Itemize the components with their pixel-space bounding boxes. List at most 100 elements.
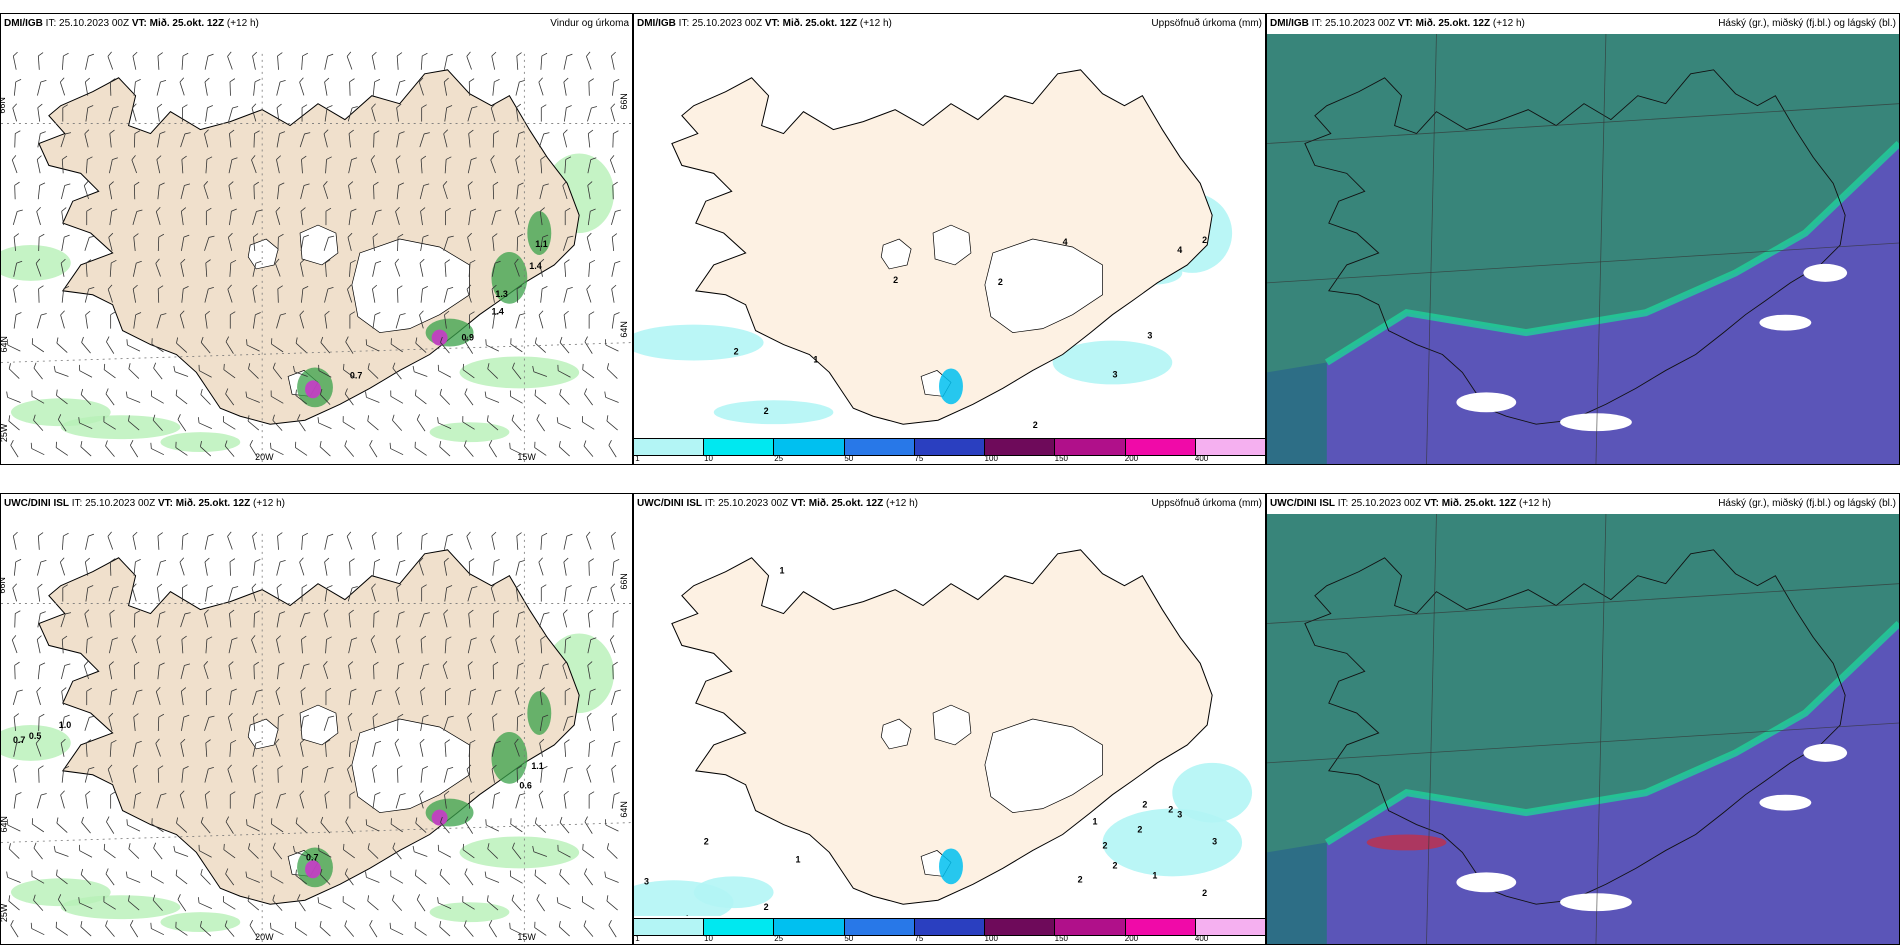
wind-barb	[466, 531, 472, 550]
colorbar-tick-label: 100	[984, 934, 998, 943]
wind-barb	[35, 258, 42, 277]
wind-barb	[540, 532, 548, 550]
wind-barb	[60, 663, 71, 680]
accum-value: 2	[1103, 840, 1108, 850]
wind-barb	[608, 439, 617, 458]
wind-barb	[295, 817, 307, 833]
wind-barb	[85, 105, 94, 122]
clear-sky	[1803, 263, 1848, 282]
precip-area	[60, 895, 181, 920]
colorbar-tick-label: 25	[774, 934, 784, 943]
wind-barb	[586, 764, 592, 783]
wind-barb	[371, 583, 376, 602]
wind-barb	[604, 871, 619, 883]
wind-barb	[6, 819, 21, 832]
colorbar-swatch	[774, 439, 845, 455]
wind-barb	[293, 365, 308, 377]
wind-barb	[606, 415, 618, 431]
wind-barb	[540, 104, 547, 122]
wind-barb	[205, 105, 213, 122]
wind-barb	[205, 739, 211, 757]
wind-barb	[151, 338, 164, 353]
wind-barb	[13, 79, 22, 96]
wind-barb	[300, 183, 310, 200]
wind-barb	[251, 583, 257, 602]
wind-barb	[84, 286, 95, 303]
wind-barb	[396, 532, 403, 550]
panel-header: UWC/DINI ISL IT: 25.10.2023 00Z VT: Mið.…	[634, 494, 1265, 514]
wind-barb	[200, 336, 211, 354]
panel-clouds-uwc: UWC/DINI ISL IT: 25.10.2023 00Z VT: Mið.…	[1266, 493, 1900, 945]
accum-value: 2	[998, 277, 1003, 287]
wind-barb	[107, 284, 113, 303]
clear-sky	[1560, 413, 1632, 432]
wind-barb	[515, 131, 525, 148]
wind-barb	[492, 559, 500, 576]
colorbar-swatch	[914, 439, 986, 455]
wind-barb	[491, 51, 497, 70]
accum-value: 1	[795, 854, 800, 864]
wind-barb	[110, 311, 116, 329]
wind-barb	[320, 868, 331, 885]
wind-barb	[491, 209, 502, 225]
glacier	[247, 718, 279, 750]
wind-barb	[563, 766, 573, 783]
wind-barb	[370, 155, 377, 174]
wind-barb	[395, 206, 400, 225]
wind-barb	[612, 130, 619, 148]
wind-barb	[181, 635, 187, 654]
wind-barb	[12, 103, 18, 122]
wind-barb	[606, 895, 618, 911]
wind-barb	[153, 842, 163, 860]
wind-barb	[301, 104, 308, 122]
precip-area	[160, 912, 241, 933]
wind-barb	[582, 843, 595, 859]
wind-barb	[109, 157, 118, 174]
wind-barb	[468, 739, 476, 757]
precip-heavy	[431, 809, 448, 826]
wind-barb	[509, 390, 523, 404]
wind-barb	[205, 207, 212, 226]
panel-wind-precip-dmi: DMI/IGB IT: 25.10.2023 00Z VT: Mið. 25.o…	[0, 13, 633, 465]
wind-barb	[492, 181, 499, 200]
wind-barb	[468, 688, 477, 706]
wind-barb	[301, 584, 308, 602]
glacier	[984, 238, 1103, 333]
graticule	[1426, 514, 1437, 944]
wind-barb	[57, 894, 67, 912]
wind-barb	[175, 869, 188, 885]
panel-title: Uppsöfnuð úrkoma (mm)	[1151, 18, 1262, 29]
wind-barb	[271, 818, 284, 833]
wind-barb	[564, 259, 570, 277]
wind-barb	[467, 586, 478, 602]
wind-barb	[131, 155, 137, 174]
wind-barb	[372, 233, 378, 251]
wind-barb	[396, 182, 405, 200]
wind-barb	[443, 715, 454, 731]
wind-barb	[612, 79, 620, 96]
wind-barb	[180, 687, 187, 706]
wind-barb	[491, 284, 497, 303]
wind-barb	[229, 739, 237, 757]
wind-barb	[420, 234, 429, 251]
panel-title: Háský (gr.), miðský (fj.bl.) og lágský (…	[1718, 18, 1896, 29]
wind-barb	[204, 77, 210, 96]
colorbar-tick-label: 200	[1124, 934, 1139, 943]
wind-barb	[31, 818, 45, 833]
wind-barb	[299, 738, 305, 757]
colorbar-swatch	[634, 919, 705, 935]
wind-barb	[509, 442, 523, 456]
wind-barb	[204, 715, 215, 731]
run-info: UWC/DINI ISL IT: 25.10.2023 00Z VT: Mið.…	[637, 498, 918, 509]
wind-barb	[276, 793, 287, 809]
axis-label: 66N	[619, 93, 629, 109]
wind-barb	[301, 286, 309, 303]
wind-barb	[56, 817, 68, 833]
wind-barb	[392, 894, 403, 911]
wind-barb	[372, 284, 378, 303]
clear-sky	[1456, 392, 1517, 413]
wind-barb	[293, 845, 308, 857]
wind-barb	[514, 686, 520, 705]
wind-barb	[6, 339, 21, 352]
wind-barb	[13, 260, 23, 277]
